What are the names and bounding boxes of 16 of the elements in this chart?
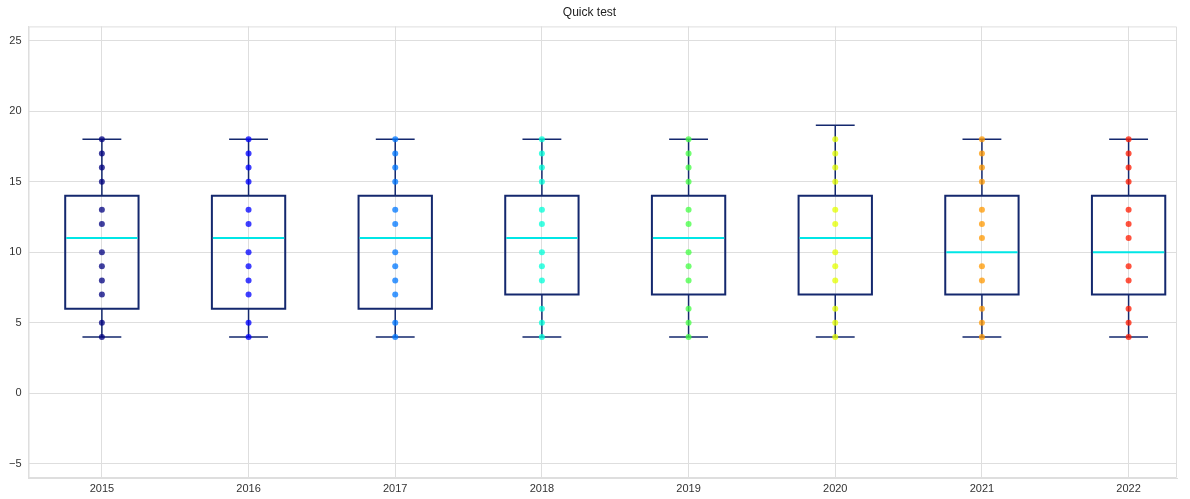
x-tick-label: 2019 — [676, 481, 701, 494]
x-tick-label: 2015 — [89, 481, 115, 494]
y-tick-label: −5 — [8, 456, 22, 469]
y-tick-label: 20 — [9, 104, 22, 117]
x-tick-label: 2017 — [382, 481, 408, 494]
y-tick-label: 25 — [9, 33, 22, 46]
x-tick-label: 2018 — [529, 481, 555, 494]
chart-title: Quick test — [562, 4, 617, 19]
y-tick-label: 0 — [15, 386, 22, 399]
y-tick-label: 10 — [9, 245, 22, 258]
x-tick-label: 2020 — [823, 481, 848, 494]
x-tick-label: 2021 — [969, 481, 995, 494]
x-tick-label: 2022 — [1116, 481, 1141, 494]
y-tick-label: 15 — [9, 174, 22, 187]
x-tick-label: 2016 — [236, 481, 261, 494]
y-tick-label: 5 — [15, 315, 22, 328]
